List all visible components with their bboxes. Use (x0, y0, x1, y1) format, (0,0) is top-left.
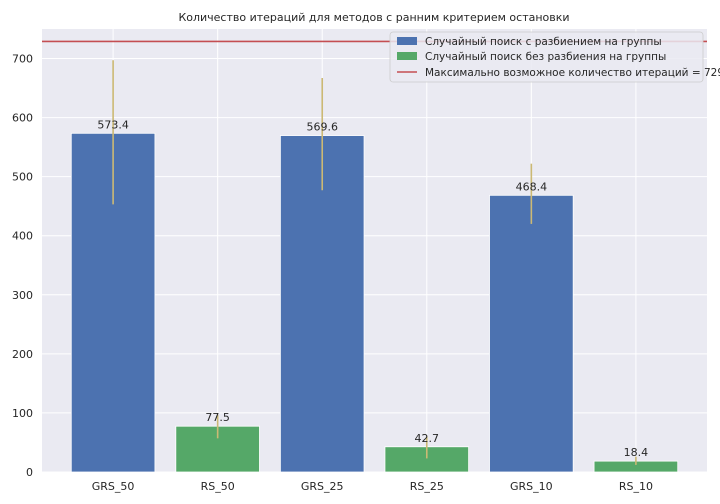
x-tick-label: GRS_10 (510, 480, 553, 493)
data-label: 42.7 (415, 432, 440, 445)
bar-grs-25 (279, 135, 365, 473)
y-tick-label: 700 (12, 53, 33, 66)
legend-swatch (397, 37, 417, 45)
chart-title: Количество итераций для методов с ранним… (178, 11, 569, 24)
y-tick-label: 300 (12, 289, 33, 302)
legend-swatch (397, 52, 417, 60)
x-tick-label: GRS_50 (92, 480, 135, 493)
legend-box (389, 31, 704, 83)
data-label: 573.4 (97, 118, 129, 131)
legend: Случайный поиск с разбиением на группы Сл… (389, 31, 720, 83)
y-tick-label: 100 (12, 407, 33, 420)
data-label: 468.4 (516, 180, 548, 193)
x-tick-label: RS_25 (410, 480, 444, 493)
x-axis-ticks: GRS_50 RS_50 GRS_25 RS_25 GRS_10 RS_10 (92, 480, 653, 493)
y-tick-label: 0 (26, 466, 33, 479)
y-tick-label: 200 (12, 348, 33, 361)
error-bars (112, 60, 637, 465)
x-tick-label: RS_10 (619, 480, 653, 493)
legend-entry: Случайный поиск без разбиения на группы (425, 51, 666, 63)
y-tick-label: 600 (12, 112, 33, 125)
y-axis-ticks: 0 100 200 300 400 500 600 700 (12, 53, 33, 479)
legend-entry: Максимально возможное количество итераци… (425, 67, 720, 79)
bar-grs-10 (489, 194, 574, 473)
x-tick-label: RS_50 (201, 480, 235, 493)
legend-entry: Случайный поиск с разбиением на группы (425, 36, 662, 48)
x-tick-label: GRS_25 (301, 480, 344, 493)
data-label: 77.5 (205, 411, 230, 424)
y-tick-label: 400 (12, 230, 33, 243)
data-label: 18.4 (624, 446, 649, 459)
data-labels: 573.4 77.5 569.6 42.7 468.4 18.4 (97, 118, 648, 459)
y-tick-label: 500 (12, 171, 33, 184)
data-label: 569.6 (306, 121, 338, 134)
